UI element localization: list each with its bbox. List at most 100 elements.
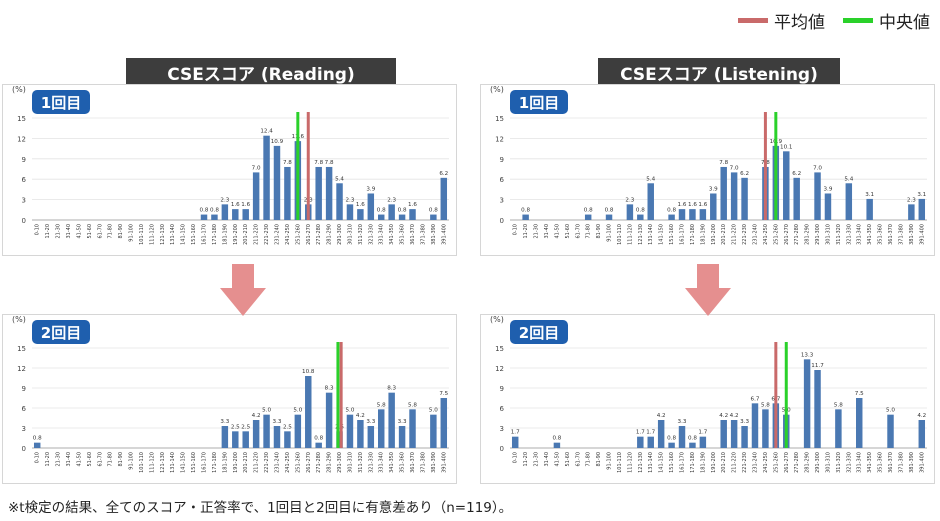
x-tick-label: 281-290 (327, 452, 333, 473)
y-tick-label: 6 (500, 405, 505, 413)
x-tick-label: 311-320 (358, 224, 364, 245)
x-tick-label: 241-250 (763, 452, 769, 473)
bar (242, 431, 249, 448)
x-tick-label: 131-140 (648, 224, 654, 245)
mean-swatch (738, 18, 768, 23)
x-tick-label: 121-130 (638, 452, 644, 473)
x-tick-label: 321-330 (846, 224, 852, 245)
x-tick-label: 21-30 (534, 224, 540, 239)
x-tick-label: 111-120 (149, 224, 155, 245)
x-tick-label: 371-380 (898, 224, 904, 245)
bar (232, 431, 239, 448)
x-tick-label: 331-340 (857, 452, 863, 473)
data-label: 0.8 (33, 436, 42, 442)
x-tick-label: 331-340 (379, 224, 385, 245)
x-tick-label: 391-400 (919, 452, 925, 473)
data-label: 2.5 (231, 424, 240, 430)
bar (730, 420, 738, 448)
bar (409, 409, 416, 448)
x-tick-label: 71-80 (586, 224, 592, 239)
x-tick-label: 101-110 (139, 224, 145, 245)
bar (388, 392, 395, 448)
data-label: 7.5 (439, 391, 448, 397)
bar (689, 442, 696, 448)
x-tick-label: 211-220 (254, 452, 260, 473)
data-label: 0.8 (429, 208, 438, 214)
x-tick-label: 0-10 (513, 224, 519, 235)
x-tick-label: 141-150 (659, 224, 665, 245)
x-tick-label: 281-290 (805, 224, 811, 245)
bar (647, 436, 654, 448)
listening-title: CSEスコア (Listening) (598, 58, 840, 86)
x-tick-label: 251-260 (295, 224, 301, 245)
x-tick-label: 371-380 (898, 452, 904, 473)
bar (232, 209, 239, 220)
x-tick-label: 171-180 (212, 452, 218, 473)
bar (357, 420, 364, 448)
data-label: 5.0 (293, 408, 302, 414)
x-tick-label: 301-310 (825, 224, 831, 245)
x-tick-label: 121-130 (160, 452, 166, 473)
x-tick-label: 351-360 (400, 224, 406, 245)
x-tick-label: 171-180 (212, 224, 218, 245)
x-tick-label: 251-260 (773, 224, 779, 245)
y-tick-label: 3 (500, 425, 504, 433)
data-label: 5.4 (335, 176, 344, 182)
x-tick-label: 71-80 (108, 224, 114, 239)
bar (388, 204, 395, 220)
data-label: 3.3 (398, 419, 407, 425)
bar (378, 409, 385, 448)
x-tick-label: 341-350 (867, 452, 873, 473)
reading-down-arrow (220, 264, 266, 316)
x-tick-label: 351-360 (400, 452, 406, 473)
data-label: 1.7 (636, 430, 645, 436)
x-tick-label: 61-70 (575, 224, 581, 239)
data-label: 1.6 (688, 202, 697, 208)
x-tick-label: 11-20 (45, 224, 51, 239)
x-tick-label: 151-160 (191, 452, 197, 473)
y-axis-label: (%) (490, 315, 504, 324)
bar (741, 177, 748, 220)
x-tick-label: 361-370 (888, 452, 894, 473)
data-label: 4.2 (730, 413, 739, 419)
x-tick-label: 21-30 (534, 452, 540, 467)
x-tick-label: 231-240 (752, 452, 758, 473)
data-label: 5.8 (761, 402, 770, 408)
bar (814, 172, 821, 220)
data-label: 4.2 (719, 413, 728, 419)
y-tick-label: 9 (500, 385, 504, 393)
x-tick-label: 351-360 (878, 452, 884, 473)
y-tick-label: 12 (17, 135, 26, 143)
bar (762, 409, 769, 448)
y-tick-label: 6 (22, 176, 27, 184)
bar (315, 442, 322, 448)
x-tick-label: 51-60 (87, 224, 93, 239)
data-label: 1.7 (698, 430, 707, 436)
bar (440, 177, 448, 220)
x-tick-label: 231-240 (274, 224, 280, 245)
x-tick-label: 251-260 (773, 452, 779, 473)
data-label: 7.0 (813, 165, 822, 171)
data-label: 4.2 (657, 413, 666, 419)
bar (866, 198, 873, 220)
x-tick-label: 381-390 (431, 224, 437, 245)
x-tick-label: 31-40 (66, 224, 72, 239)
data-label: 0.8 (377, 208, 386, 214)
data-label: 3.3 (220, 419, 229, 425)
x-tick-label: 81-90 (118, 224, 124, 239)
bar (699, 209, 707, 220)
reading-1-svg: (%) 15 12 9 6 3 0 0-10 11-20 21-30 31-40 41-50 51-60… (2, 84, 457, 256)
x-tick-label: 91-100 (607, 452, 613, 470)
data-label: 5.8 (377, 402, 386, 408)
bar (315, 166, 322, 220)
x-tick-label: 291-300 (815, 224, 821, 245)
x-tick-label: 161-170 (202, 224, 208, 245)
bar (918, 198, 926, 220)
y-tick-label: 3 (500, 197, 504, 205)
x-tick-label: 41-50 (554, 452, 560, 467)
x-tick-label: 301-310 (825, 452, 831, 473)
round-badge: 2回目 (41, 324, 81, 342)
x-tick-label: 31-40 (544, 452, 550, 467)
x-tick-label: 161-170 (680, 452, 686, 473)
data-label: 0.8 (552, 436, 561, 442)
